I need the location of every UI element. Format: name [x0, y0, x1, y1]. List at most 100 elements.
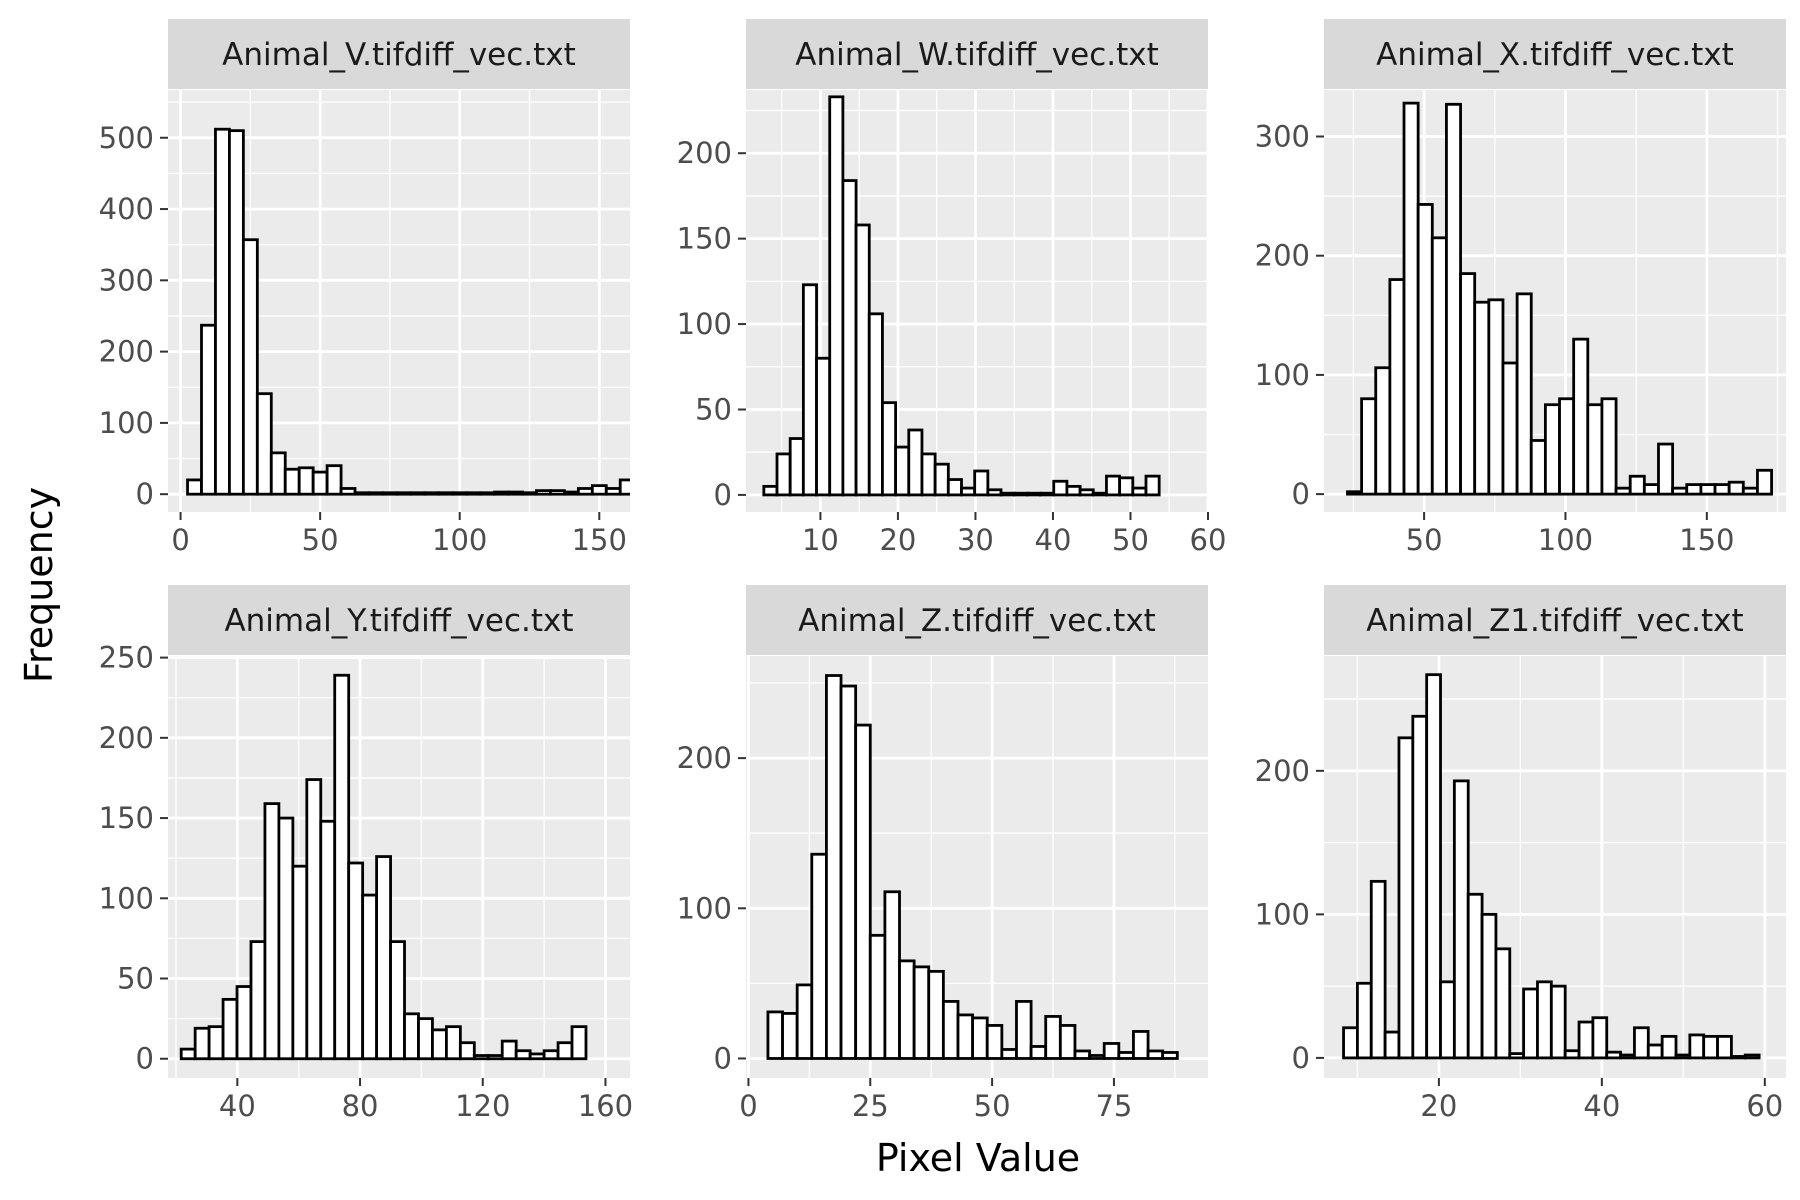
histogram-bar — [431, 1028, 448, 1061]
facet-strip — [1324, 19, 1786, 89]
histogram-bar — [1161, 1051, 1179, 1060]
histogram-bar — [1397, 736, 1415, 1060]
histogram-bar — [417, 1017, 434, 1061]
histogram-bar — [423, 491, 441, 496]
facet-strip — [168, 19, 630, 89]
histogram-bar — [389, 940, 406, 1061]
histogram-bar — [1600, 397, 1618, 496]
histogram-bar — [1025, 491, 1042, 497]
histogram-bar — [214, 127, 231, 496]
histogram-bar — [1144, 474, 1161, 497]
histogram-bar — [269, 451, 287, 496]
histogram-bar — [193, 1026, 211, 1061]
y-tick-label: 100 — [1255, 897, 1310, 931]
x-tick-label: 150 — [1679, 523, 1734, 557]
histogram-bar — [291, 864, 309, 1061]
histogram-bar — [255, 392, 273, 496]
histogram-bar — [403, 1012, 420, 1061]
histogram-bar — [528, 1052, 546, 1061]
histogram-bar — [556, 1041, 574, 1061]
histogram-bar — [1727, 480, 1745, 496]
histogram-bar — [297, 466, 315, 496]
histogram-bar — [999, 491, 1016, 497]
y-tick-label: 200 — [1255, 239, 1310, 273]
y-tick-label: 150 — [677, 222, 732, 256]
histogram-bar — [1356, 981, 1373, 1060]
histogram-bar — [907, 428, 924, 497]
histogram-bar — [1118, 476, 1135, 497]
x-tick-label: 20 — [879, 523, 916, 557]
y-tick-label: 200 — [99, 721, 154, 755]
histogram-bar — [1452, 779, 1470, 1060]
x-tick-label: 40 — [1583, 1089, 1620, 1123]
histogram-bar — [437, 491, 455, 496]
x-tick-label: 80 — [342, 1089, 379, 1123]
histogram-bar — [333, 673, 351, 1061]
histogram-bar — [912, 965, 931, 1060]
histogram-bar — [1501, 361, 1519, 496]
histogram-bar — [1466, 892, 1484, 1060]
x-tick-label: 50 — [302, 523, 339, 557]
histogram-bar — [1657, 442, 1675, 496]
panel-plot-area — [168, 90, 630, 512]
histogram-bar — [1402, 101, 1420, 496]
histogram-bar — [1360, 397, 1378, 496]
y-tick-label: 0 — [136, 477, 154, 511]
histogram-bar — [801, 283, 818, 497]
histogram-bar — [1563, 1049, 1581, 1060]
facet-strip-title: Animal_Z1.tifdiff_vec.txt — [1366, 603, 1743, 639]
histogram-bar — [1369, 879, 1387, 1060]
histogram-bar — [207, 1025, 225, 1061]
histogram-bar — [881, 401, 898, 497]
histogram-bar — [825, 674, 843, 1060]
histogram-bar — [1146, 1049, 1165, 1060]
histogram-bar — [479, 491, 497, 496]
x-tick-label: 0 — [171, 523, 189, 557]
y-tick-label: 300 — [99, 263, 154, 297]
histogram-bar — [854, 723, 872, 1060]
histogram-bar — [186, 478, 203, 496]
histogram-bar — [1029, 1045, 1048, 1060]
histogram-bar — [1642, 483, 1660, 496]
y-tick-label: 0 — [136, 1042, 154, 1076]
facet-strip — [1324, 585, 1786, 655]
histogram-bar — [1065, 484, 1082, 497]
histogram-bar — [1605, 1050, 1622, 1060]
y-axis-title: Frequency — [17, 487, 61, 683]
histogram-bar — [347, 861, 365, 1061]
x-tick-label: 150 — [572, 523, 627, 557]
histogram-bar — [927, 969, 945, 1060]
histogram-bar — [1102, 1042, 1121, 1060]
x-tick-label: 50 — [974, 1089, 1011, 1123]
histogram-bar — [361, 893, 379, 1061]
histogram-bar — [1117, 1051, 1135, 1060]
histogram-bar — [381, 491, 399, 496]
histogram-bar — [920, 452, 937, 497]
panel-plot-area — [168, 656, 630, 1078]
y-tick-label: 100 — [677, 891, 732, 925]
histogram-bar — [1416, 203, 1434, 496]
histogram-bar — [960, 486, 977, 497]
histogram-bar — [576, 487, 594, 496]
histogram-bar — [535, 489, 552, 496]
histogram-bar — [375, 855, 392, 1061]
x-tick-label: 40 — [1035, 523, 1072, 557]
histogram-bar — [507, 490, 524, 496]
histogram-bar — [1073, 1049, 1091, 1060]
histogram-bar — [486, 1054, 504, 1061]
histogram-bar — [868, 933, 887, 1060]
facet-panel-4: Animal_Y.tifdiff_vec.txt 40 80 120 160 0 50 100… — [99, 585, 633, 1123]
histogram-bar — [1577, 1020, 1595, 1060]
histogram-bar — [570, 1025, 588, 1061]
histogram-bar — [590, 484, 608, 496]
panel-plot-area — [1324, 90, 1786, 512]
histogram-bar — [325, 464, 343, 496]
y-tick-label: 400 — [99, 192, 154, 226]
histogram-bar — [854, 223, 871, 497]
histogram-bar — [941, 1000, 960, 1060]
facet-strip — [746, 19, 1208, 89]
x-tick-label: 75 — [1095, 1089, 1132, 1123]
histogram-bar — [562, 490, 580, 496]
histogram-bar — [277, 816, 295, 1061]
